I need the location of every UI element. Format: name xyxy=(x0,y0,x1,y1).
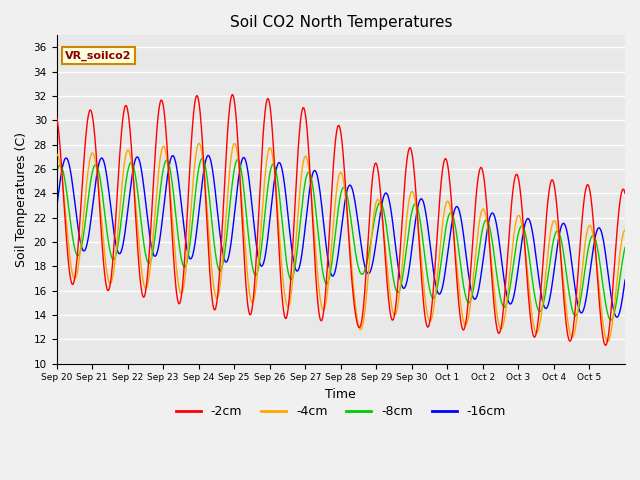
Legend: -2cm, -4cm, -8cm, -16cm: -2cm, -4cm, -8cm, -16cm xyxy=(171,400,511,423)
Text: VR_soilco2: VR_soilco2 xyxy=(65,50,132,60)
Y-axis label: Soil Temperatures (C): Soil Temperatures (C) xyxy=(15,132,28,267)
X-axis label: Time: Time xyxy=(325,388,356,401)
Title: Soil CO2 North Temperatures: Soil CO2 North Temperatures xyxy=(230,15,452,30)
